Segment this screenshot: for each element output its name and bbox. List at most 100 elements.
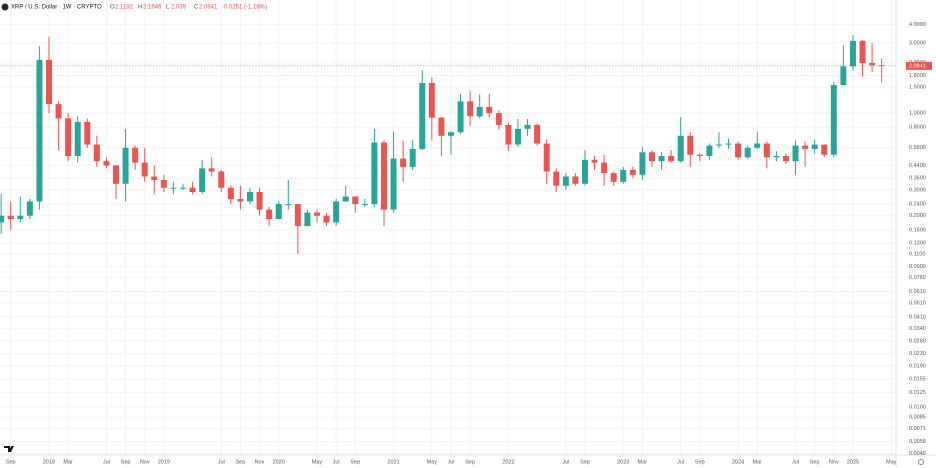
candle-body — [782, 155, 789, 162]
y-tick-label: 0.1100 — [909, 251, 925, 257]
x-tick-label: Nov — [140, 459, 150, 465]
candle-body — [696, 154, 703, 156]
ohlc-value: 2.039 — [171, 5, 187, 11]
x-tick-label: 2020 — [273, 459, 285, 465]
x-tick-label: Jul — [333, 459, 340, 465]
header: XRP / U.S. Dollar · 1W · CRYPTO O 2.1192 H… — [1, 3, 267, 11]
candle-body — [390, 158, 397, 210]
candle-body — [591, 159, 598, 163]
candle-body — [409, 148, 416, 167]
candle-body — [639, 152, 646, 175]
candle-body — [715, 144, 722, 146]
candle-body — [342, 196, 349, 202]
candle-body — [878, 65, 885, 67]
candle-body — [610, 173, 617, 182]
candle-body — [869, 63, 876, 66]
y-tick-label: 1.0000 — [909, 110, 926, 116]
candle-body — [199, 168, 206, 192]
candle-body — [629, 169, 636, 175]
candle-body — [323, 215, 330, 223]
candle-body — [581, 159, 588, 184]
y-tick-label: 0.8000 — [909, 125, 926, 131]
x-tick-label: Jul — [103, 459, 110, 465]
x-tick-label: Sep — [121, 459, 131, 465]
x-tick-label: 2025 — [847, 459, 859, 465]
candle-body — [706, 145, 713, 156]
candle-body — [811, 144, 818, 149]
y-tick-label: 0.0340 — [909, 326, 926, 332]
candle-body — [572, 176, 579, 184]
candle-body — [26, 201, 33, 216]
candle-body — [773, 155, 780, 158]
x-tick-label: Mar — [63, 459, 73, 465]
candle-body — [208, 168, 215, 172]
candle-body — [447, 132, 454, 136]
settings-icon[interactable] — [918, 459, 924, 465]
y-tick-label: 0.0760 — [909, 275, 926, 281]
change: -0.0251 — [222, 5, 243, 11]
candle-body — [227, 187, 234, 199]
ohlc-value: 2.1646 — [143, 5, 162, 11]
candle-body — [859, 40, 866, 64]
candle-body — [36, 59, 43, 202]
candle-body — [438, 117, 445, 136]
y-tick-label: 0.0280 — [909, 339, 926, 345]
x-tick-label: 2018 — [43, 459, 55, 465]
candle-body — [132, 147, 139, 163]
y-tick-label: 0.4400 — [909, 163, 926, 169]
y-tick-label: 0.0900 — [909, 264, 926, 270]
candle-body — [744, 147, 751, 158]
tv-logo — [4, 446, 14, 452]
candle-body — [313, 212, 320, 216]
candle-body — [476, 106, 483, 117]
candle-body — [189, 187, 196, 192]
y-tick-label: 0.2400 — [909, 202, 926, 208]
y-tick-label: 0.0058 — [909, 439, 926, 445]
y-tick-label: 0.0155 — [909, 376, 926, 382]
ohlc-label: L — [166, 5, 170, 11]
candle-body — [112, 165, 119, 184]
candle-body — [266, 209, 273, 219]
x-tick-label: May — [427, 459, 438, 465]
y-tick-label: 0.0125 — [909, 390, 926, 396]
candle-body — [285, 204, 292, 206]
candle-body — [400, 158, 407, 167]
candle-body — [141, 162, 148, 177]
y-tick-label: 1.5000 — [909, 85, 926, 91]
x-tick-label: Nov — [255, 459, 265, 465]
y-tick-label: 0.0071 — [909, 426, 926, 432]
candle-body — [792, 145, 799, 162]
x-tick-label: Jul — [677, 459, 684, 465]
x-tick-label: Sep — [580, 459, 590, 465]
candle-body — [543, 143, 550, 172]
y-tick-label: 0.2000 — [909, 213, 926, 219]
candle-body — [735, 143, 742, 158]
candle-body — [160, 180, 167, 188]
candle-body — [687, 135, 694, 155]
x-tick-label: Jul — [562, 459, 569, 465]
y-tick-label: 0.0085 — [909, 415, 926, 421]
candle-body — [562, 176, 569, 186]
candle-body — [467, 101, 474, 117]
candle-body — [333, 201, 340, 223]
candle-body — [304, 212, 311, 227]
y-tick-label: 0.1300 — [909, 241, 926, 247]
y-tick-label: 4.0000 — [909, 22, 926, 28]
last-price-label: 2.0941 — [909, 63, 926, 69]
y-tick-label: 1.8000 — [909, 73, 926, 79]
x-tick-label: 2021 — [387, 459, 399, 465]
y-tick-label: 3.0000 — [909, 40, 926, 46]
x-tick-label: 2022 — [502, 459, 514, 465]
candle-body — [237, 198, 244, 202]
candle-body — [514, 128, 521, 145]
candle-body — [648, 152, 655, 162]
candle-body — [601, 162, 608, 174]
y-tick-label: 0.3000 — [909, 187, 926, 193]
candle-body — [830, 85, 837, 155]
x-tick-label: 2024 — [732, 459, 744, 465]
y-tick-label: 0.0510 — [909, 300, 926, 306]
x-tick-label: 2019 — [158, 459, 170, 465]
candle-body — [505, 124, 512, 145]
candle-body — [371, 142, 378, 205]
